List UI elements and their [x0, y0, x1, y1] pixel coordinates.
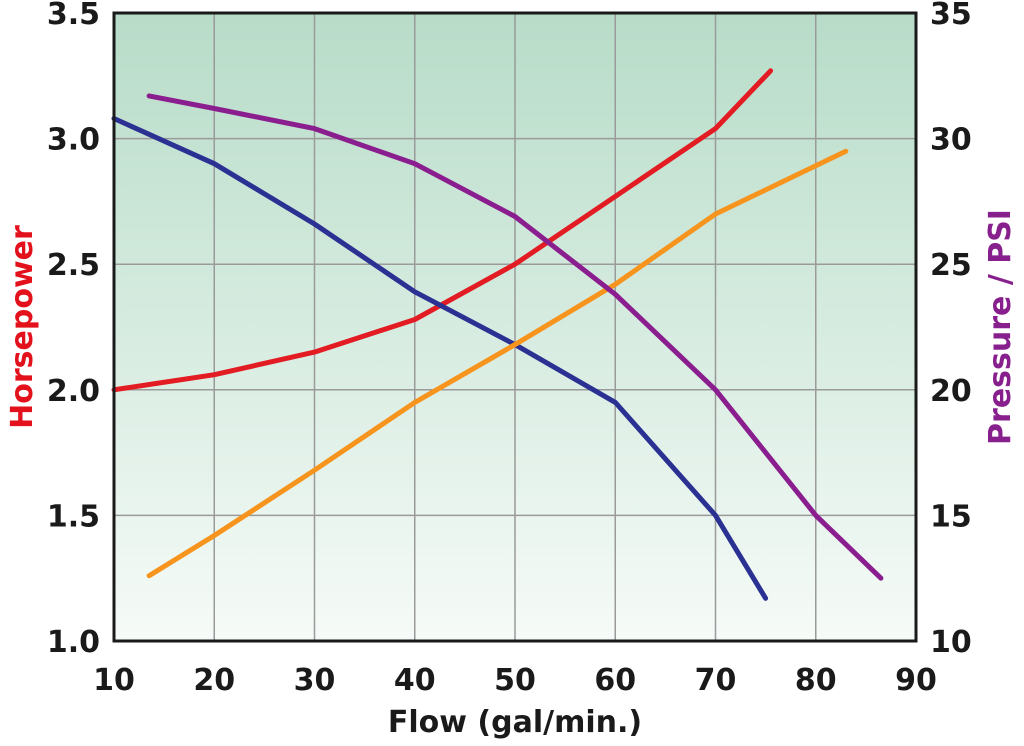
- series-group: [111, 68, 884, 601]
- y-left-tick-label: 2.0: [47, 374, 100, 409]
- y-right-axis-ticks: 10 15 20 25 30 35: [930, 0, 972, 660]
- y-left-axis-ticks: 1.0 1.5 2.0 2.5 3.0 3.5: [47, 0, 100, 660]
- x-axis-ticks: 10 20 30 40 50 60 70 80 90: [93, 663, 937, 698]
- y-right-tick-label: 15: [930, 499, 972, 534]
- y-right-tick-label: 35: [930, 0, 972, 32]
- y-right-tick-label: 20: [930, 374, 972, 409]
- series-line-1: [111, 68, 774, 393]
- x-tick-label: 70: [695, 663, 737, 698]
- x-tick-label: 80: [795, 663, 837, 698]
- y-right-axis-title: Pressure / PSI: [983, 209, 1018, 445]
- x-axis-title: Flow (gal/min.): [388, 705, 642, 740]
- x-tick-label: 50: [494, 663, 536, 698]
- y-left-tick-label: 3.0: [47, 123, 100, 158]
- y-left-tick-label: 2.5: [47, 248, 100, 283]
- x-tick-label: 20: [193, 663, 235, 698]
- y-left-tick-label: 1.0: [47, 625, 100, 660]
- series-line-2: [111, 116, 769, 601]
- plot-frame: [112, 11, 918, 643]
- y-right-tick-label: 10: [930, 625, 972, 660]
- x-tick-label: 40: [394, 663, 436, 698]
- y-right-tick-label: 30: [930, 123, 972, 158]
- y-left-tick-label: 1.5: [47, 499, 100, 534]
- y-left-axis-title: Horsepower: [5, 225, 40, 429]
- x-tick-label: 30: [294, 663, 336, 698]
- x-tick-label: 90: [895, 663, 937, 698]
- y-left-tick-label: 3.5: [47, 0, 100, 32]
- x-tick-label: 60: [594, 663, 636, 698]
- x-tick-label: 10: [93, 663, 135, 698]
- y-right-tick-label: 25: [930, 248, 972, 283]
- series-line-3: [146, 148, 849, 579]
- series-line-4: [146, 93, 884, 581]
